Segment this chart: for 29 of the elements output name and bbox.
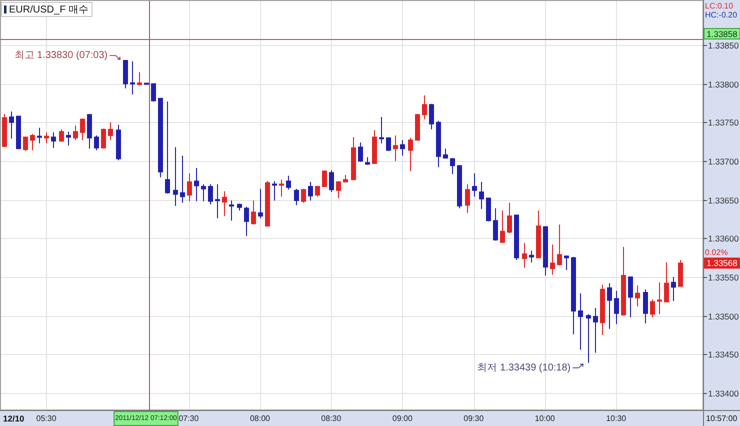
note-low: 최저 1.33439 (10:18) [477,362,571,374]
x-tick-label: 08:00 [250,414,271,423]
x-tick-label: 07:30 [178,414,200,423]
y-tick-label: 1.33750 [708,118,739,128]
y-tick-label: 1.33550 [708,272,739,282]
y-tick-label: 1.33600 [708,234,739,244]
x-tick-label: 10:00 [534,414,556,423]
y-tick-label: 1.33700 [708,156,739,166]
ref-line-label: 1.33858 [706,28,738,39]
title: EUR/USD_F 매수 [1,2,92,17]
chart-title: EUR/USD_F 매수 [9,4,88,16]
y-tick-label: 1.33500 [708,312,739,322]
note-text: 10:57:00 [706,414,738,423]
note-text: LC:0.10 [705,2,734,10]
x-tick-label: 05:30 [36,414,57,423]
x-tick-label: 09:00 [392,414,413,423]
note-text: 0.02% [705,248,728,258]
note-text: HC:-0.20 [705,10,738,20]
x-tick-label: 08:30 [321,414,342,423]
note-high: 최고 1.33830 (07:03) [14,50,108,62]
y-tick-label: 1.33450 [708,350,739,360]
x-tick-label: 09:30 [464,414,484,423]
note-text: 12/10 [3,414,24,424]
x-tick-label: 10:30 [606,414,627,423]
y-tick-label: 1.33800 [708,80,739,90]
y-tick-label: 1.33400 [708,388,739,398]
y-tick-label: 1.33650 [708,196,739,206]
price-marker: 1.33568 [704,258,740,269]
y-tick-label: 1.33850 [708,40,739,50]
